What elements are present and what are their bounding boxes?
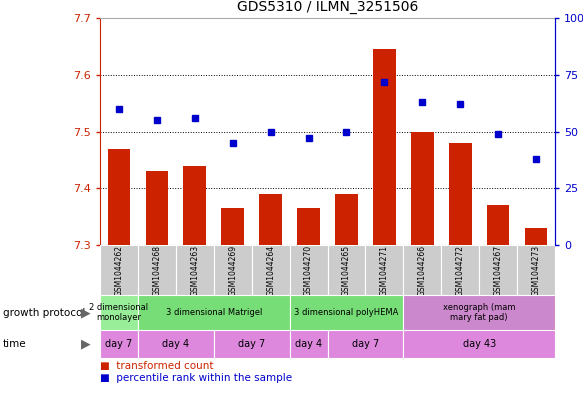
Bar xyxy=(441,245,479,295)
Text: day 43: day 43 xyxy=(462,339,496,349)
Bar xyxy=(479,245,517,295)
Bar xyxy=(373,49,396,245)
Bar xyxy=(411,132,434,245)
Bar xyxy=(176,245,214,295)
Text: ■  percentile rank within the sample: ■ percentile rank within the sample xyxy=(100,373,292,383)
Text: GSM1044269: GSM1044269 xyxy=(228,244,237,296)
Bar xyxy=(138,245,176,295)
Text: GSM1044272: GSM1044272 xyxy=(456,244,465,296)
Bar xyxy=(290,330,328,358)
Bar xyxy=(297,208,320,245)
Bar xyxy=(100,295,138,330)
Title: GDS5310 / ILMN_3251506: GDS5310 / ILMN_3251506 xyxy=(237,0,418,14)
Text: GSM1044265: GSM1044265 xyxy=(342,244,351,296)
Bar xyxy=(100,330,138,358)
Bar xyxy=(449,143,472,245)
Text: 2 dimensional
monolayer: 2 dimensional monolayer xyxy=(89,303,149,322)
Text: day 4: day 4 xyxy=(162,339,189,349)
Text: day 4: day 4 xyxy=(295,339,322,349)
Text: 3 dimensional Matrigel: 3 dimensional Matrigel xyxy=(166,308,262,317)
Bar xyxy=(214,330,290,358)
Text: ▶: ▶ xyxy=(80,338,90,351)
Bar xyxy=(517,245,555,295)
Text: day 7: day 7 xyxy=(352,339,379,349)
Bar xyxy=(403,295,555,330)
Text: day 7: day 7 xyxy=(106,339,132,349)
Text: ■  transformed count: ■ transformed count xyxy=(100,361,213,371)
Bar xyxy=(328,245,366,295)
Text: xenograph (mam
mary fat pad): xenograph (mam mary fat pad) xyxy=(443,303,515,322)
Bar xyxy=(525,228,547,245)
Text: GSM1044268: GSM1044268 xyxy=(152,244,161,296)
Bar xyxy=(214,245,252,295)
Bar xyxy=(108,149,131,245)
Bar xyxy=(366,245,403,295)
Bar xyxy=(222,208,244,245)
Bar xyxy=(252,245,290,295)
Text: GSM1044266: GSM1044266 xyxy=(418,244,427,296)
Bar xyxy=(259,194,282,245)
Bar xyxy=(487,205,510,245)
Bar xyxy=(290,295,403,330)
Text: GSM1044273: GSM1044273 xyxy=(532,244,540,296)
Text: GSM1044267: GSM1044267 xyxy=(494,244,503,296)
Bar xyxy=(138,295,290,330)
Bar xyxy=(138,330,214,358)
Text: GSM1044262: GSM1044262 xyxy=(114,244,124,296)
Text: day 7: day 7 xyxy=(238,339,265,349)
Bar xyxy=(403,330,555,358)
Bar xyxy=(290,245,328,295)
Text: time: time xyxy=(3,339,27,349)
Bar xyxy=(146,171,168,245)
Bar xyxy=(100,245,138,295)
Text: GSM1044271: GSM1044271 xyxy=(380,244,389,296)
Text: GSM1044270: GSM1044270 xyxy=(304,244,313,296)
Text: GSM1044264: GSM1044264 xyxy=(266,244,275,296)
Bar xyxy=(184,165,206,245)
Bar xyxy=(335,194,358,245)
Bar xyxy=(328,330,403,358)
Text: ▶: ▶ xyxy=(80,306,90,319)
Text: growth protocol: growth protocol xyxy=(3,307,85,318)
Text: 3 dimensional polyHEMA: 3 dimensional polyHEMA xyxy=(294,308,399,317)
Text: GSM1044263: GSM1044263 xyxy=(190,244,199,296)
Bar xyxy=(403,245,441,295)
